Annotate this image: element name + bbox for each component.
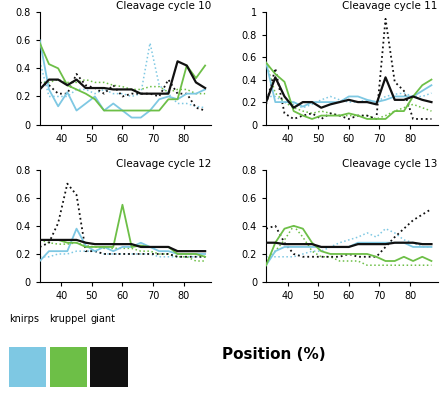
Text: Cleavage cycle 13: Cleavage cycle 13	[342, 159, 438, 169]
Text: kruppel: kruppel	[50, 314, 87, 324]
Text: Cleavage cycle 10: Cleavage cycle 10	[116, 1, 211, 11]
Text: Cleavage cycle 11: Cleavage cycle 11	[342, 1, 438, 11]
Text: giant: giant	[90, 314, 115, 324]
Text: Cleavage cycle 12: Cleavage cycle 12	[116, 159, 211, 169]
Text: knirps: knirps	[9, 314, 39, 324]
Text: Position (%): Position (%)	[222, 347, 326, 362]
